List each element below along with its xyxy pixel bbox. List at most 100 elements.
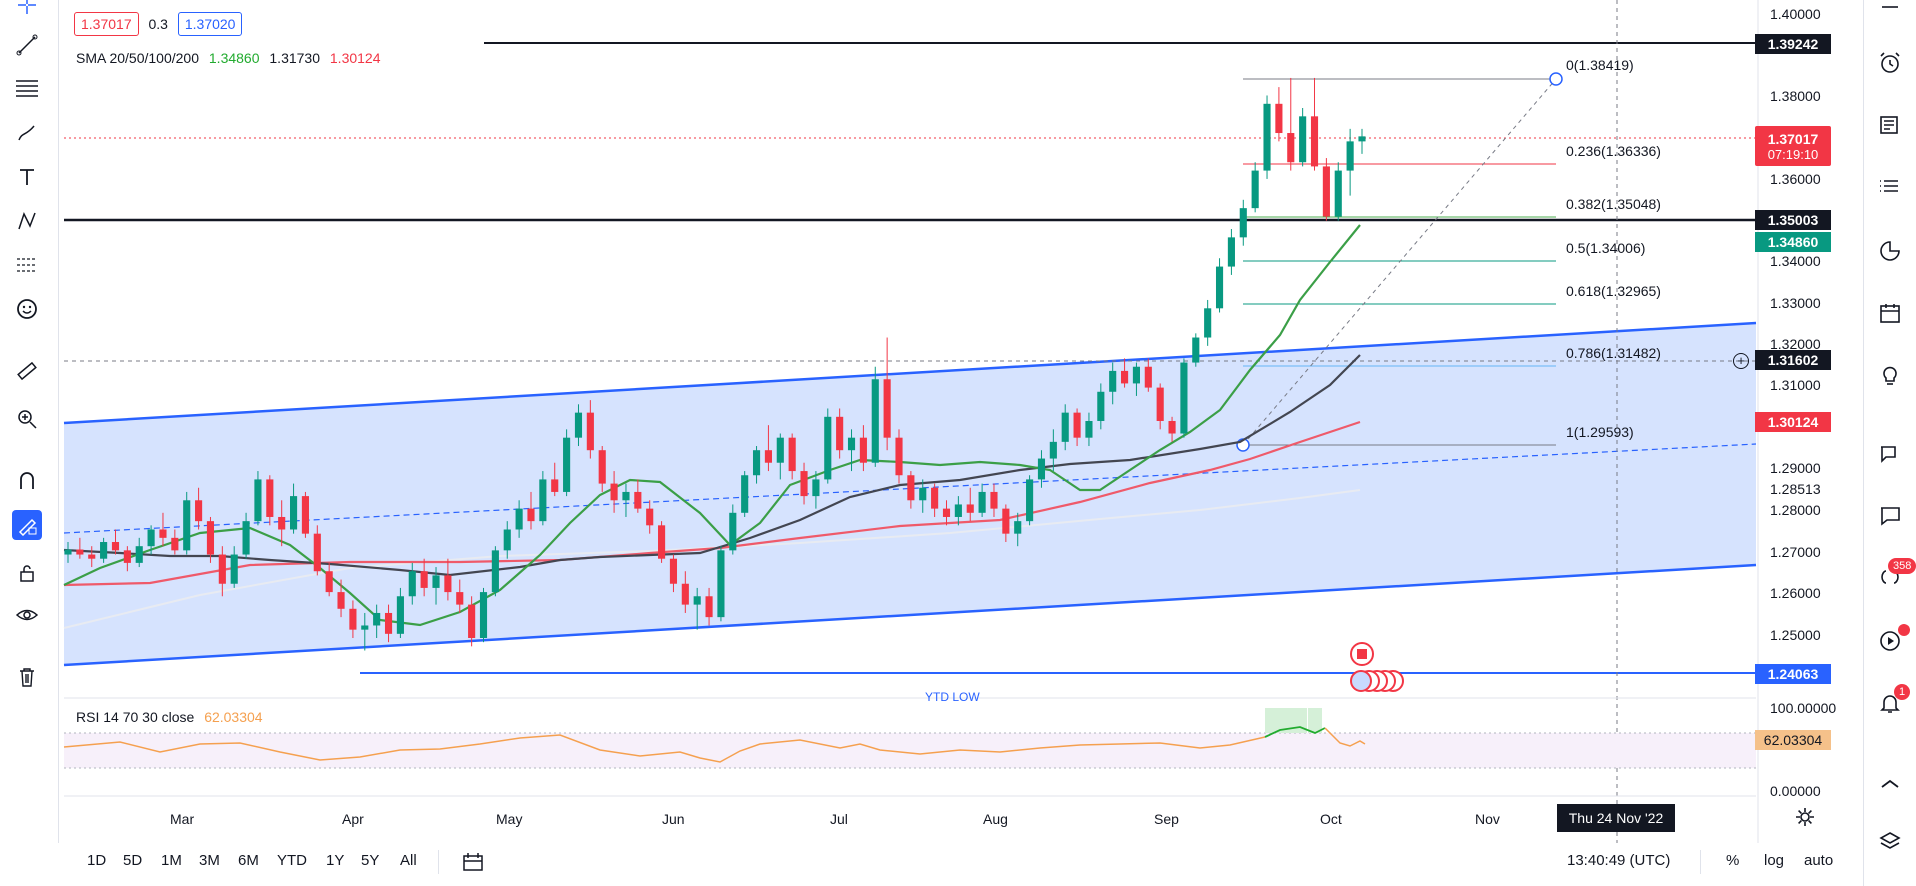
candle-body bbox=[135, 546, 143, 563]
data-window-icon[interactable] bbox=[1875, 172, 1905, 202]
trend-line-icon[interactable] bbox=[12, 30, 42, 60]
chats-icon[interactable] bbox=[1875, 440, 1905, 470]
log-toggle[interactable]: log bbox=[1764, 852, 1785, 869]
candle-body bbox=[919, 487, 927, 501]
eye-icon[interactable] bbox=[12, 600, 42, 630]
last-price-value: 1.37017 bbox=[1767, 130, 1819, 147]
candle-body bbox=[147, 529, 155, 547]
candle-body bbox=[859, 437, 867, 463]
chart-settings-gear-icon[interactable] bbox=[1794, 806, 1816, 833]
candle-body bbox=[907, 475, 915, 501]
timeframe-all[interactable]: All bbox=[400, 852, 417, 869]
support-price-tag: 1.35003 bbox=[1755, 210, 1831, 230]
timeframe-6m[interactable]: 6M bbox=[238, 852, 259, 869]
rsi-legend[interactable]: RSI 14 70 30 close 62.03304 bbox=[76, 709, 263, 725]
prediction-icon[interactable] bbox=[12, 250, 42, 280]
broadcast-icon[interactable] bbox=[1875, 626, 1905, 656]
calendar-icon[interactable] bbox=[1875, 298, 1905, 328]
candle-body bbox=[764, 450, 772, 463]
candle-body bbox=[895, 437, 903, 476]
bid-price[interactable]: 1.37017 bbox=[74, 12, 139, 36]
ideas-lightbulb-icon[interactable] bbox=[1875, 360, 1905, 390]
timeframe-1m[interactable]: 1M bbox=[161, 852, 182, 869]
lock-icon[interactable] bbox=[12, 558, 42, 588]
date-range-icon[interactable] bbox=[462, 852, 484, 877]
notifications-bell-icon[interactable] bbox=[1875, 688, 1905, 718]
timeframe-5d[interactable]: 5D bbox=[123, 852, 143, 869]
rsi-price-tag: 62.03304 bbox=[1755, 730, 1831, 750]
pattern-icon[interactable] bbox=[12, 206, 42, 236]
bottom-toolbar bbox=[58, 843, 1864, 886]
candle-body bbox=[1204, 308, 1212, 338]
hotlist-icon[interactable] bbox=[1875, 236, 1905, 266]
candle-body bbox=[1287, 133, 1295, 163]
timeframe-3m[interactable]: 3M bbox=[199, 852, 220, 869]
utc-clock[interactable]: 13:40:49 (UTC) bbox=[1567, 852, 1671, 869]
fib-retracement-icon[interactable] bbox=[12, 74, 42, 104]
timeframe-1y[interactable]: 1Y bbox=[326, 852, 345, 869]
candle-body bbox=[1014, 521, 1022, 534]
watchlist-icon[interactable] bbox=[1875, 0, 1905, 22]
add-alert-icon[interactable]: + bbox=[1733, 353, 1749, 369]
bid-ask-panel: 1.37017 0.3 1.37020 bbox=[74, 12, 243, 36]
bar-countdown: 07:19:10 bbox=[1767, 146, 1819, 162]
candle-body bbox=[812, 479, 820, 497]
ask-price[interactable]: 1.37020 bbox=[177, 12, 243, 36]
candle-body bbox=[384, 612, 393, 634]
zoom-icon[interactable] bbox=[12, 404, 42, 434]
news-icon[interactable] bbox=[1875, 110, 1905, 140]
candle-body bbox=[1097, 391, 1105, 421]
channel-upper-line bbox=[63, 321, 1757, 425]
rsi-axis-label: 0.00000 bbox=[1770, 783, 1821, 799]
streams-badge: 358 bbox=[1888, 558, 1916, 574]
candle-body bbox=[824, 416, 832, 480]
spread-value: 0.3 bbox=[148, 16, 168, 32]
candle-body bbox=[658, 525, 666, 559]
sma-legend[interactable]: SMA 20/50/100/200 1.34860 1.31730 1.3012… bbox=[76, 50, 381, 66]
candle-body bbox=[491, 550, 499, 593]
chevron-up-icon[interactable] bbox=[1875, 770, 1905, 800]
candle-body bbox=[527, 508, 535, 522]
crosshair-icon[interactable] bbox=[12, 0, 42, 20]
timeframe-5y[interactable]: 5Y bbox=[361, 852, 380, 869]
sma100-line bbox=[63, 489, 1361, 629]
candle-body bbox=[468, 604, 476, 638]
emoji-icon[interactable] bbox=[12, 294, 42, 324]
trash-icon[interactable] bbox=[12, 662, 42, 692]
alarm-clock-icon[interactable] bbox=[1875, 48, 1905, 78]
messages-icon[interactable] bbox=[1875, 500, 1905, 530]
sma20-value: 1.34860 bbox=[208, 50, 260, 66]
candle-body bbox=[289, 496, 298, 530]
chart-canvas[interactable] bbox=[0, 0, 1864, 843]
auto-toggle[interactable]: auto bbox=[1804, 852, 1834, 869]
candlestick-series bbox=[64, 77, 1366, 651]
timeframe-1d[interactable]: 1D bbox=[87, 852, 107, 869]
channel-mid-line bbox=[63, 443, 1757, 534]
candle-body bbox=[847, 437, 856, 451]
brush-icon[interactable] bbox=[12, 118, 42, 148]
timeframe-ytd[interactable]: YTD bbox=[277, 852, 307, 869]
ruler-icon[interactable] bbox=[12, 356, 42, 386]
text-icon[interactable] bbox=[12, 162, 42, 192]
candle-body bbox=[729, 512, 737, 551]
last-price-tag: 1.37017 07:19:10 bbox=[1755, 126, 1831, 166]
candle-body bbox=[776, 437, 784, 463]
candle-body bbox=[800, 471, 808, 497]
candle-body bbox=[183, 500, 191, 551]
candle-body bbox=[503, 529, 511, 551]
candle-body bbox=[195, 500, 203, 522]
layers-icon[interactable] bbox=[1875, 826, 1905, 856]
candle-body bbox=[1192, 337, 1200, 363]
candle-body bbox=[598, 450, 606, 484]
candle-body bbox=[1144, 366, 1152, 388]
candle-body bbox=[100, 542, 108, 559]
price-label: 1.33000 bbox=[1770, 295, 1821, 311]
percent-toggle[interactable]: % bbox=[1726, 852, 1740, 869]
month-label: Oct bbox=[1320, 811, 1342, 827]
candle-body bbox=[741, 475, 749, 513]
candle-body bbox=[883, 379, 891, 438]
stay-in-drawing-mode-icon[interactable] bbox=[12, 510, 42, 540]
magnet-icon[interactable] bbox=[12, 466, 42, 496]
price-label: 1.32000 bbox=[1770, 336, 1821, 352]
candle-body bbox=[111, 542, 120, 551]
